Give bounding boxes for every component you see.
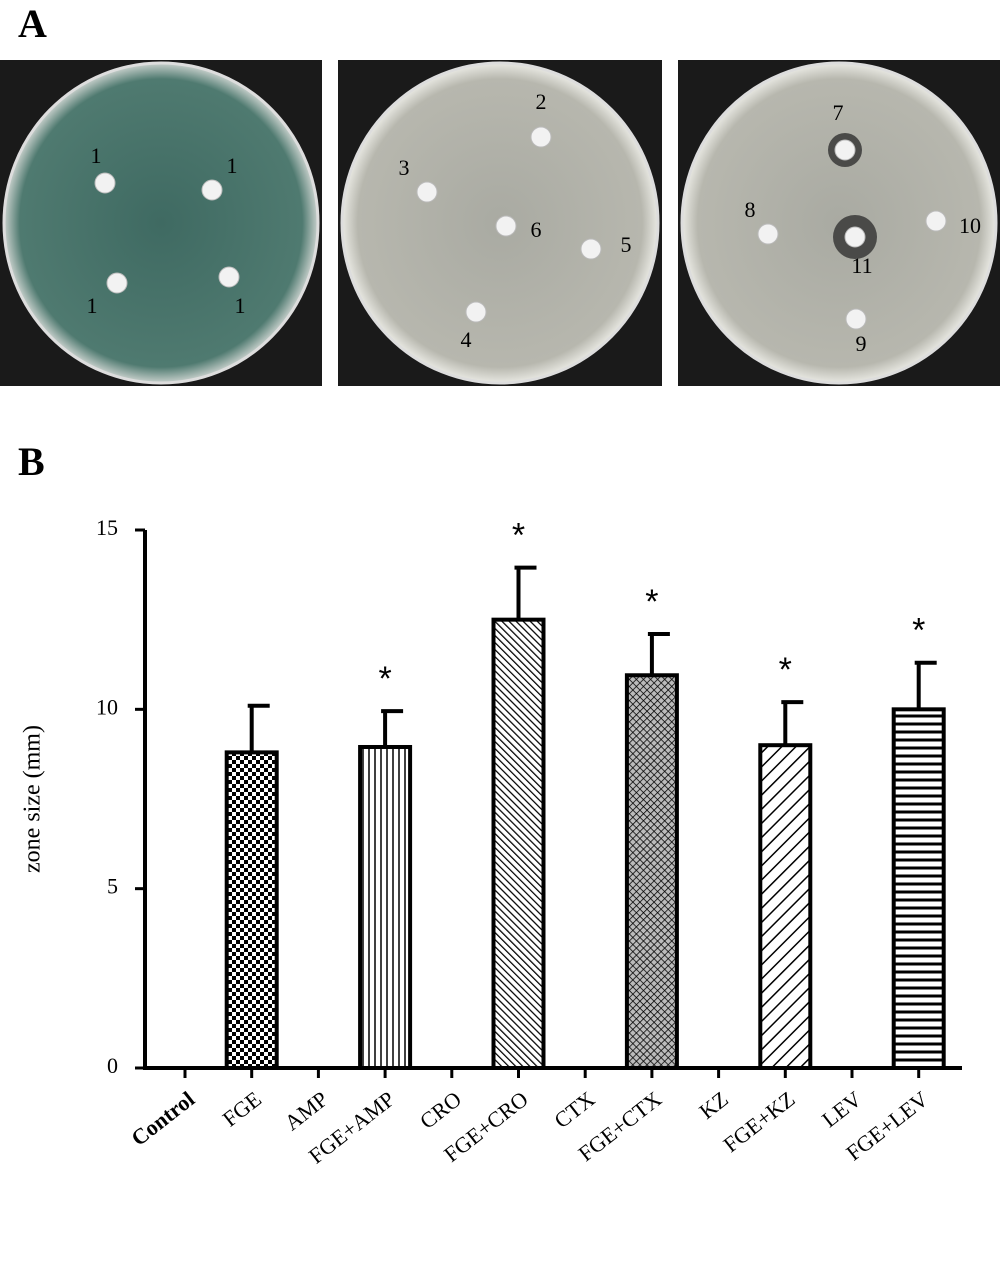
x-tick-label: FGE bbox=[218, 1086, 266, 1131]
disk-label: 3 bbox=[399, 155, 410, 180]
petri-dish bbox=[2, 61, 320, 385]
disk-label: 5 bbox=[621, 232, 632, 257]
disk-label: 2 bbox=[536, 89, 547, 114]
significance-mark: * bbox=[912, 612, 925, 650]
significance-mark: * bbox=[378, 660, 391, 698]
y-tick-label: 15 bbox=[96, 515, 118, 540]
disk bbox=[495, 215, 517, 237]
bar bbox=[358, 744, 413, 1070]
disk-label: 10 bbox=[959, 213, 981, 238]
disk-label: 4 bbox=[461, 327, 472, 352]
panel-label: A bbox=[18, 1, 47, 46]
y-tick-label: 10 bbox=[96, 694, 118, 719]
x-tick-label: CTX bbox=[549, 1086, 599, 1133]
disk bbox=[218, 266, 240, 288]
disk bbox=[925, 210, 947, 232]
disk-label: 1 bbox=[235, 293, 246, 318]
x-tick-label: AMP bbox=[280, 1086, 333, 1135]
disk bbox=[106, 272, 128, 294]
bar bbox=[891, 707, 946, 1070]
y-tick-label: 0 bbox=[107, 1053, 118, 1078]
x-tick-label: KZ bbox=[694, 1086, 733, 1124]
disk bbox=[465, 301, 487, 323]
y-tick-label: 5 bbox=[107, 874, 118, 899]
disk-label: 6 bbox=[531, 217, 542, 242]
panel-label: B bbox=[18, 439, 45, 484]
disk bbox=[530, 126, 552, 148]
disk-label: 1 bbox=[87, 293, 98, 318]
disk-label: 1 bbox=[227, 153, 238, 178]
disk bbox=[757, 223, 779, 245]
disk bbox=[845, 308, 867, 330]
bar bbox=[224, 750, 279, 1071]
disk bbox=[416, 181, 438, 203]
y-axis-label: zone size (mm) bbox=[20, 725, 46, 873]
disk bbox=[834, 139, 856, 161]
x-tick-label: FGE+KZ bbox=[718, 1086, 799, 1157]
bar bbox=[624, 673, 679, 1070]
disk-label: 1 bbox=[91, 143, 102, 168]
bar bbox=[758, 743, 813, 1070]
disk-label: 11 bbox=[851, 253, 872, 278]
disk bbox=[201, 179, 223, 201]
significance-mark: * bbox=[645, 583, 658, 621]
disk-label: 7 bbox=[833, 100, 844, 125]
bar bbox=[491, 617, 546, 1071]
x-tick-label: Control bbox=[126, 1086, 199, 1151]
significance-mark: * bbox=[512, 517, 525, 555]
disk bbox=[580, 238, 602, 260]
disk bbox=[94, 172, 116, 194]
disk bbox=[844, 226, 866, 248]
significance-mark: * bbox=[779, 651, 792, 689]
x-tick-label: LEV bbox=[817, 1086, 866, 1132]
disk-label: 9 bbox=[856, 331, 867, 356]
x-tick-label: CRO bbox=[415, 1086, 466, 1134]
disk-label: 8 bbox=[745, 197, 756, 222]
